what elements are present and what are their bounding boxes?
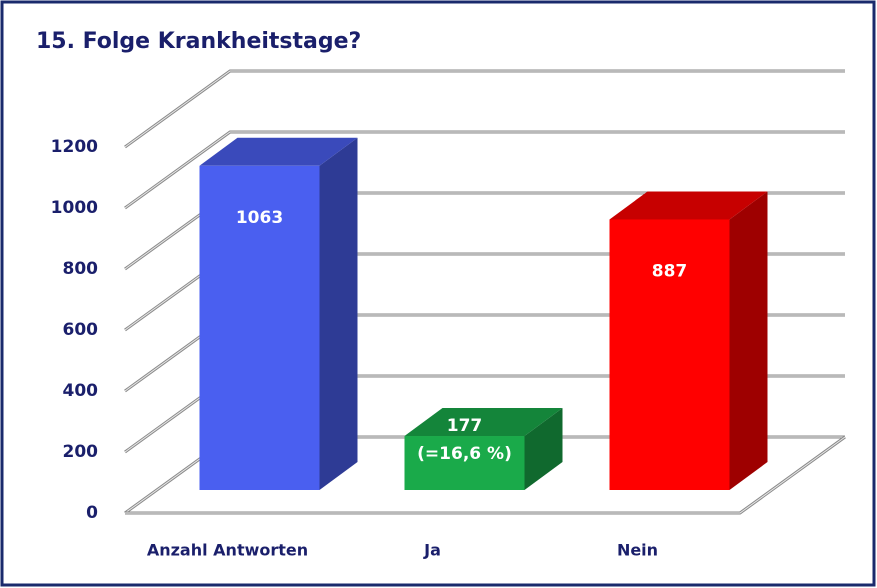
- bar-top: [199, 137, 358, 166]
- y-tick-label: 800: [63, 259, 99, 279]
- y-tick-label: 200: [63, 442, 99, 462]
- grid-line-highlight: [124, 131, 845, 209]
- bar: [609, 219, 730, 490]
- bar-side: [729, 191, 768, 490]
- grid-line-highlight: [124, 70, 845, 148]
- x-tick-label: Nein: [617, 541, 658, 560]
- x-tick-label: Anzahl Antworten: [147, 541, 308, 560]
- annotation: (=16,6 %): [417, 444, 512, 464]
- x-tick-label: Ja: [423, 541, 441, 560]
- bar-top: [609, 191, 768, 220]
- bar: [199, 165, 320, 490]
- value-label: 1063: [236, 208, 283, 228]
- bar-top: [404, 408, 563, 437]
- y-tick-label: 600: [63, 320, 99, 340]
- y-tick-label: 1000: [51, 198, 98, 218]
- bar-side: [319, 137, 358, 490]
- value-label: 177: [447, 416, 483, 436]
- y-tick-label: 0: [86, 503, 98, 523]
- y-tick-label: 400: [63, 381, 99, 401]
- value-label: 887: [652, 261, 688, 281]
- chart-title: 15. Folge Krankheitstage?: [36, 29, 361, 54]
- bar: [404, 436, 525, 490]
- y-tick-label: 1200: [51, 137, 98, 157]
- floor-edge-highlight: [125, 436, 846, 514]
- bar-side: [524, 408, 563, 490]
